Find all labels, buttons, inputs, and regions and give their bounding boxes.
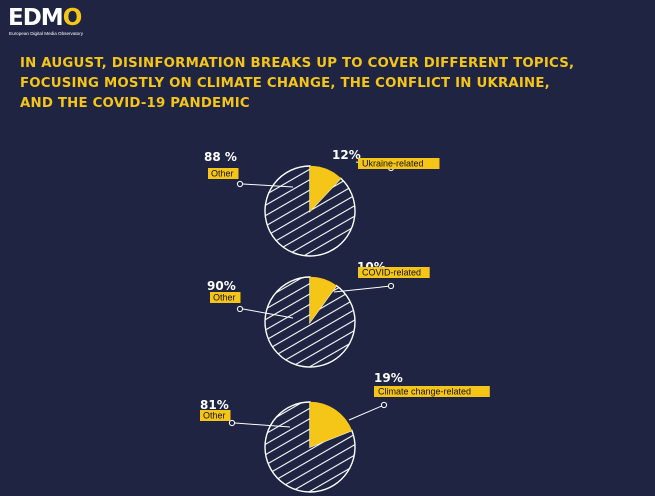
pie-chart-1: 12%Ukraine-related 88 % Other: [204, 148, 440, 257]
data-label-topic-value: 19%: [374, 371, 403, 385]
leader-line-other: [242, 183, 294, 188]
data-label-other-value: 88 %: [204, 150, 237, 164]
label-box-other: [200, 410, 231, 421]
pie-slice-topic: [309, 165, 342, 212]
pie-chart-3: 19% Climate change-related 81%Other: [200, 371, 490, 493]
label-box-other: [208, 168, 239, 179]
logo-wordmark: EDMO: [8, 4, 83, 32]
edmo-logo: EDMO European Digital Media Observatory: [8, 4, 118, 44]
title-line-1: IN AUGUST, DISINFORMATION BREAKS UP TO C…: [20, 56, 575, 71]
logo-letters: EDM: [8, 5, 64, 31]
leader-line-topic: [348, 404, 385, 421]
title-line-3: AND THE COVID-19 PANDEMIC: [20, 96, 250, 111]
label-box-topic: [358, 267, 430, 278]
data-label-other-name: Other: [213, 293, 236, 303]
leader-dot-other: [236, 305, 244, 313]
data-label-topic-name: COVID-related: [362, 268, 421, 278]
data-label-other-name: Other: [211, 169, 234, 179]
data-label-other-value: 81%: [200, 398, 229, 412]
data-label-topic-name: Ukraine-related: [362, 159, 424, 169]
chart-title: IN AUGUST, DISINFORMATION BREAKS UP TO C…: [20, 54, 650, 114]
leader-dot-topic: [380, 401, 388, 409]
logo-subtitle: European Digital Media Observatory: [9, 31, 84, 36]
leader-dot-other: [228, 419, 236, 427]
leader-dot-topic: [387, 282, 395, 290]
label-box-topic: [374, 386, 490, 397]
pie-slice-other: [264, 401, 356, 493]
label-box-topic: [358, 158, 440, 169]
data-label-topic-value: 12%: [332, 148, 361, 162]
pie-slice-topic: [309, 401, 353, 448]
data-label-other-name: Other: [203, 411, 226, 421]
leader-dot-other: [236, 180, 244, 188]
data-label-topic-name: Climate change-related: [378, 387, 471, 397]
logo-o: O: [62, 5, 83, 31]
leader-line-topic: [333, 285, 392, 293]
leader-line-other: [234, 422, 291, 428]
title-line-2: FOCUSING MOSTLY ON CLIMATE CHANGE, THE C…: [20, 76, 550, 91]
leader-line-other: [242, 308, 294, 319]
data-label-other-value: 90%: [207, 279, 236, 293]
label-box-other: [210, 292, 241, 303]
pie-slice-topic: [309, 276, 337, 323]
